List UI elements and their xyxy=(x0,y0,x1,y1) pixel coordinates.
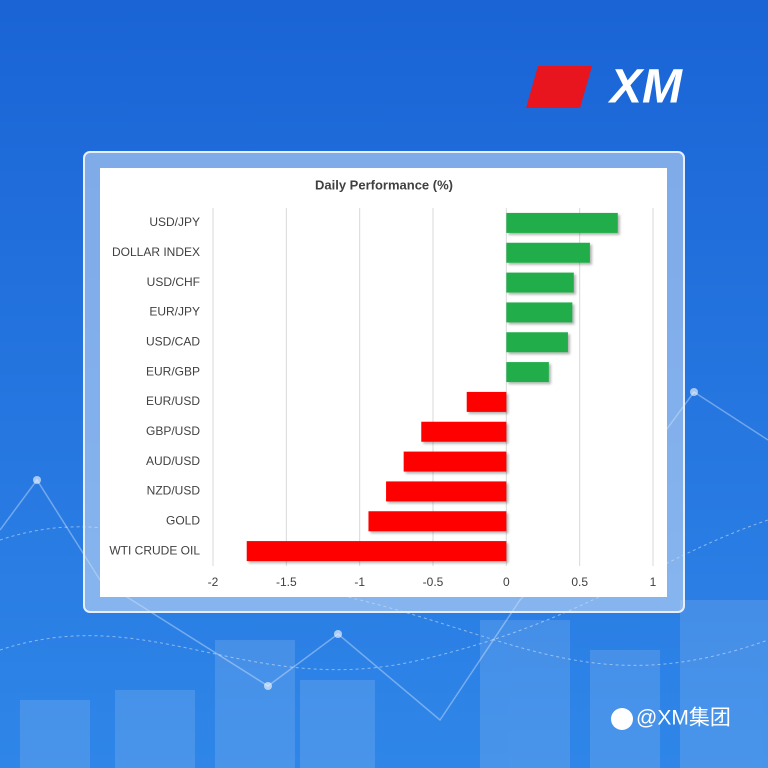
watermark-icon xyxy=(611,708,633,730)
y-tick-label: WTI CRUDE OIL xyxy=(109,543,200,557)
watermark-text: @XM集团 xyxy=(636,707,731,730)
x-tick-label: 0 xyxy=(503,575,510,589)
logo-text: XM xyxy=(607,61,683,114)
x-tick-label: -1.5 xyxy=(276,575,297,589)
background-decoration xyxy=(20,600,768,768)
chart-title: Daily Performance (%) xyxy=(315,177,453,192)
bar xyxy=(368,511,507,532)
y-tick-label: AUD/USD xyxy=(146,454,200,468)
watermark: @XM集团 xyxy=(611,707,731,730)
bar xyxy=(403,451,507,472)
x-tick-label: -2 xyxy=(208,575,219,589)
y-tick-label: USD/JPY xyxy=(149,215,200,229)
x-tick-label: -1 xyxy=(354,575,365,589)
logo-mark xyxy=(526,66,592,108)
bar xyxy=(506,362,549,383)
background-dots xyxy=(33,388,698,690)
y-tick-label: USD/CHF xyxy=(147,275,200,289)
bar xyxy=(506,272,574,293)
y-tick-label: EUR/GBP xyxy=(146,364,200,378)
y-tick-label: GOLD xyxy=(166,513,200,527)
x-tick-label: -0.5 xyxy=(423,575,444,589)
y-tick-label: GBP/USD xyxy=(146,424,200,438)
bar xyxy=(506,332,568,353)
y-tick-label: EUR/JPY xyxy=(149,305,200,319)
logo: XM xyxy=(526,61,683,114)
bar xyxy=(506,212,618,233)
plot: -2 -1.5 -1 -0.5 0 0.5 1 USD/JPY DOLLAR INDEX USD/… xyxy=(109,208,657,589)
bar xyxy=(421,421,507,442)
x-tick-label: 0.5 xyxy=(571,575,588,589)
y-tick-label: NZD/USD xyxy=(147,484,201,498)
bar xyxy=(466,391,507,412)
y-tick-label: USD/CAD xyxy=(146,334,200,348)
bar xyxy=(386,481,507,502)
bar xyxy=(506,302,573,323)
x-tick-label: 1 xyxy=(650,575,657,589)
y-tick-label: EUR/USD xyxy=(146,394,200,408)
bar xyxy=(246,541,507,562)
bar xyxy=(506,242,590,263)
y-tick-label: DOLLAR INDEX xyxy=(112,245,200,259)
